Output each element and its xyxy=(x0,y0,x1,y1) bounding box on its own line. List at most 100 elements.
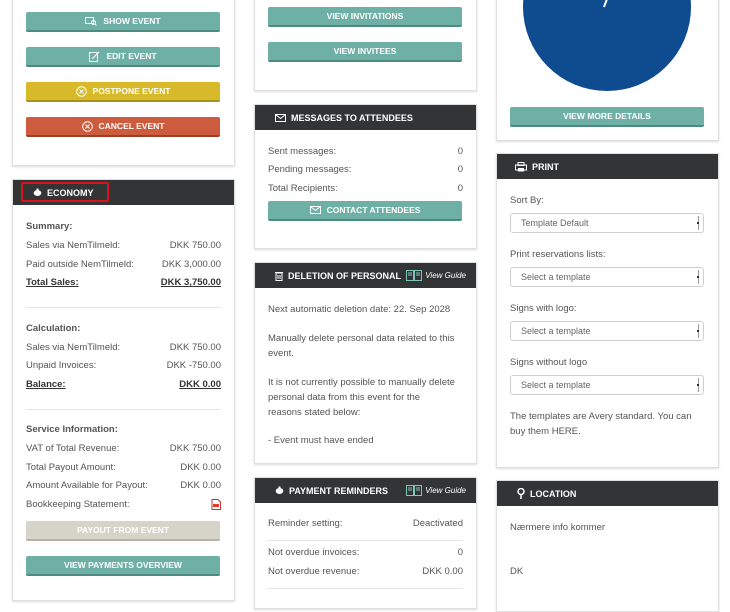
reminder-value: 0 xyxy=(457,547,463,558)
contact-attendees-button[interactable]: CONTACT ATTENDEES xyxy=(268,201,462,221)
bookkeeping-label: Bookkeeping Statement: xyxy=(26,499,130,510)
edit-event-button[interactable]: EDIT EVENT xyxy=(26,47,220,67)
view-more-details-button[interactable]: VIEW MORE DETAILS xyxy=(510,107,704,127)
deletion-panel: DELETION OF PERSONAL View Guide Next aut… xyxy=(254,262,477,464)
payment-reminders-panel: PAYMENT REMINDERS View Guide Reminder se… xyxy=(254,477,477,609)
messages-title: MESSAGES TO ATTENDEES xyxy=(291,112,413,123)
avery-note-line: The templates are Avery standard. You ca… xyxy=(510,411,692,422)
view-invitees-button[interactable]: VIEW INVITEES xyxy=(268,42,462,62)
signs-nologo-label: Signs without logo xyxy=(510,357,588,368)
view-guide-link[interactable]: View Guide xyxy=(406,478,466,503)
trash-icon xyxy=(275,271,283,281)
manual-line: Manually delete personal data related to… xyxy=(268,333,455,344)
summary-title: Summary: xyxy=(26,221,73,232)
print-panel: PRINT Sort By: Template Default Print re… xyxy=(496,153,719,468)
chevron-down-icon xyxy=(697,378,703,392)
sort-by-select[interactable]: Template Default xyxy=(510,213,704,233)
divider xyxy=(268,588,463,589)
divider xyxy=(26,307,221,308)
messages-row: Total Recipients: 0 xyxy=(268,183,463,194)
piggy-bank-icon xyxy=(33,188,42,197)
summary-label: Sales via NemTilmeld: xyxy=(26,240,121,251)
service-value: DKK 0.00 xyxy=(180,462,221,473)
avery-note: The templates are Avery standard. You ca… xyxy=(510,409,692,439)
postpone-event-button[interactable]: POSTPONE EVENT xyxy=(26,82,220,102)
envelope-icon xyxy=(309,206,321,214)
reservations-select[interactable]: Select a template xyxy=(510,267,704,287)
next-deletion-date: Next automatic deletion date: 22. Sep 20… xyxy=(268,304,451,315)
signs-nologo-select[interactable]: Select a template xyxy=(510,375,704,395)
summary-value: DKK 750.00 xyxy=(169,240,221,251)
summary-row: Paid outside NemTilmeld: DKK 3,000.00 xyxy=(26,259,221,270)
location-panel: LOCATION Nærmere info kommer DK xyxy=(496,480,719,612)
signs-logo-label: Signs with logo: xyxy=(510,303,577,314)
summary-value: DKK 3,000.00 xyxy=(161,259,221,270)
reminder-row: Not overdue invoices: 0 xyxy=(268,547,463,558)
reminder-label: Not overdue revenue: xyxy=(268,566,360,577)
reminder-row: Not overdue revenue: DKK 0.00 xyxy=(268,566,463,577)
cancel-circle-icon xyxy=(81,120,93,132)
pdf-icon[interactable] xyxy=(211,499,221,510)
location-info: Nærmere info kommer xyxy=(510,522,606,533)
print-header: PRINT xyxy=(497,154,718,179)
pie-slice xyxy=(523,0,691,91)
service-label: Amount Available for Payout: xyxy=(26,480,148,491)
payments-label: VIEW PAYMENTS OVERVIEW xyxy=(64,560,182,570)
payout-from-event-button[interactable]: PAYOUT FROM EVENT xyxy=(26,521,220,541)
event-actions-panel: SHOW EVENT EDIT EVENT POSTPONE EVENT CAN… xyxy=(12,0,235,166)
not-possible-line: personal data from this event for the xyxy=(268,392,421,403)
reminder-setting-label: Reminder setting: xyxy=(268,518,343,529)
balance-label: Balance: xyxy=(26,379,66,390)
location-country: DK xyxy=(510,566,524,577)
contact-label: CONTACT ATTENDEES xyxy=(326,205,421,215)
chevron-down-icon xyxy=(697,270,703,284)
total-sales-label: Total Sales: xyxy=(26,277,79,288)
messages-label: Total Recipients: xyxy=(268,183,338,194)
payout-label: PAYOUT FROM EVENT xyxy=(76,525,170,535)
attendance-pie-chart xyxy=(523,0,691,91)
chevron-down-icon xyxy=(697,216,703,230)
view-invitations-button[interactable]: VIEW INVITATIONS xyxy=(268,7,462,27)
piggy-bank-icon xyxy=(275,486,284,495)
avery-note-prefix: buy them xyxy=(510,426,552,437)
service-title: Service Information: xyxy=(26,424,118,435)
total-sales-value: DKK 3,750.00 xyxy=(160,277,221,288)
economy-header: ECONOMY xyxy=(13,180,234,205)
messages-value: 0 xyxy=(457,164,463,175)
location-header: LOCATION xyxy=(497,481,718,506)
divider xyxy=(268,540,463,541)
calculation-title: Calculation: xyxy=(26,323,81,334)
show-event-button[interactable]: SHOW EVENT xyxy=(26,12,220,32)
print-title: PRINT xyxy=(532,161,559,172)
balance-row: Balance: DKK 0.00 xyxy=(26,379,221,390)
buy-here-link[interactable]: HERE xyxy=(551,426,579,437)
sort-by-label: Sort By: xyxy=(510,195,544,206)
view-guide-link[interactable]: View Guide xyxy=(406,263,466,288)
reservations-value: Select a template xyxy=(521,272,591,282)
calculation-row: Unpaid Invoices: DKK -750.00 xyxy=(26,360,221,371)
signs-logo-select[interactable]: Select a template xyxy=(510,321,704,341)
cancel-event-button[interactable]: CANCEL EVENT xyxy=(26,117,220,137)
monitor-search-icon xyxy=(85,16,98,26)
service-label: Total Payout Amount: xyxy=(26,462,116,473)
messages-value: 0 xyxy=(457,183,463,194)
show-event-label: SHOW EVENT xyxy=(103,16,161,26)
calculation-row: Sales via NemTilmeld: DKK 750.00 xyxy=(26,342,221,353)
not-possible-text: It is not currently possible to manually… xyxy=(268,375,455,420)
bookkeeping-row: Bookkeeping Statement: xyxy=(26,499,221,510)
postpone-event-label: POSTPONE EVENT xyxy=(92,86,171,96)
messages-row: Pending messages: 0 xyxy=(268,164,463,175)
view-payments-overview-button[interactable]: VIEW PAYMENTS OVERVIEW xyxy=(26,556,220,576)
location-title: LOCATION xyxy=(530,488,577,499)
summary-total-row: Total Sales: DKK 3,750.00 xyxy=(26,277,221,288)
avery-note-suffix: . xyxy=(578,426,581,437)
balance-value: DKK 0.00 xyxy=(179,379,221,390)
invitees-label: VIEW INVITEES xyxy=(333,46,397,56)
book-icon xyxy=(406,485,423,496)
service-row: VAT of Total Revenue: DKK 750.00 xyxy=(26,443,221,454)
reminder-label: Not overdue invoices: xyxy=(268,547,360,558)
not-possible-line: reasons stated below: xyxy=(268,407,361,418)
summary-label: Paid outside NemTilmeld: xyxy=(26,259,134,270)
view-guide-label: View Guide xyxy=(425,486,466,495)
messages-label: Pending messages: xyxy=(268,164,352,175)
